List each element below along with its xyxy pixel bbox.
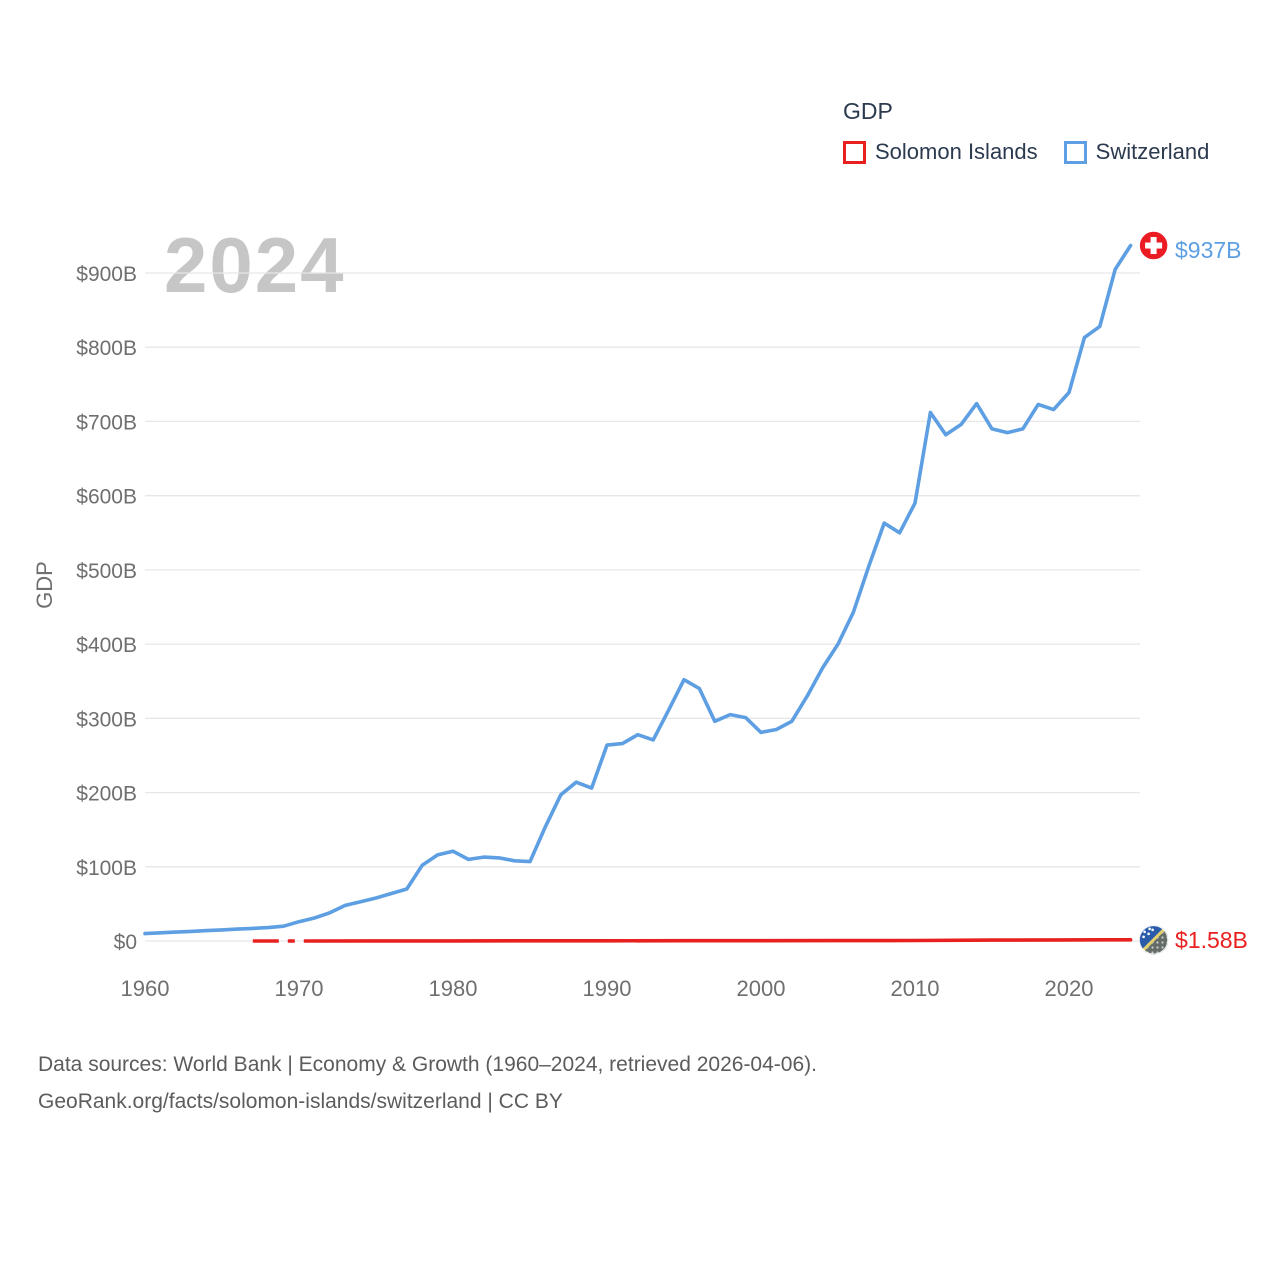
x-tick-label: 1990 <box>583 976 632 1001</box>
legend-item-label: Solomon Islands <box>875 139 1038 164</box>
x-tick-label: 1970 <box>275 976 324 1001</box>
series-line-switzerland[interactable] <box>143 243 1133 936</box>
switzerland-end-value-label: $937B <box>1175 237 1242 263</box>
legend-item-label: Switzerland <box>1095 139 1210 164</box>
switzerland-swatch-icon <box>1063 140 1087 164</box>
y-tick-label: $0 <box>114 931 137 954</box>
solomon-islands-swatch-icon <box>843 140 866 164</box>
series-line-solomon-islands[interactable] <box>312 937 1133 943</box>
solomon-islands-end-value-label: $1.58B <box>1175 927 1248 953</box>
data-sources-line: Data sources: World Bank | Economy & Gro… <box>38 1053 817 1076</box>
legend-title: GDP <box>843 98 893 124</box>
y-tick-label: $100B <box>76 857 137 880</box>
y-tick-label: $600B <box>76 486 137 509</box>
switzerland-flag-icon <box>1138 230 1169 261</box>
x-tick-label: 1960 <box>121 976 170 1001</box>
year-watermark: 2024 <box>164 221 346 309</box>
x-tick-label: 2020 <box>1045 976 1094 1001</box>
chart-legend: GDP Solomon Islands Switzerland <box>843 98 1209 165</box>
x-tick-label: 2010 <box>891 976 940 1001</box>
solomon-islands-flag-icon <box>1139 925 1169 955</box>
y-tick-label: $900B <box>76 263 137 286</box>
footer: Data sources: World Bank | Economy & Gro… <box>38 1046 817 1120</box>
y-tick-label: $200B <box>76 783 137 806</box>
y-tick-label: $400B <box>76 634 137 657</box>
y-tick-label: $500B <box>76 560 137 583</box>
attribution-line: GeoRank.org/facts/solomon-islands/switze… <box>38 1090 563 1113</box>
x-tick-label: 2000 <box>737 976 786 1001</box>
y-axis-title: GDP <box>32 561 57 609</box>
y-tick-label: $700B <box>76 411 137 434</box>
legend-item-switzerland[interactable]: Switzerland <box>1063 139 1210 165</box>
y-tick-label: $300B <box>76 708 137 731</box>
legend-item-solomon-islands[interactable]: Solomon Islands <box>843 139 1038 165</box>
x-tick-label: 1980 <box>429 976 478 1001</box>
y-tick-label: $800B <box>76 337 137 360</box>
